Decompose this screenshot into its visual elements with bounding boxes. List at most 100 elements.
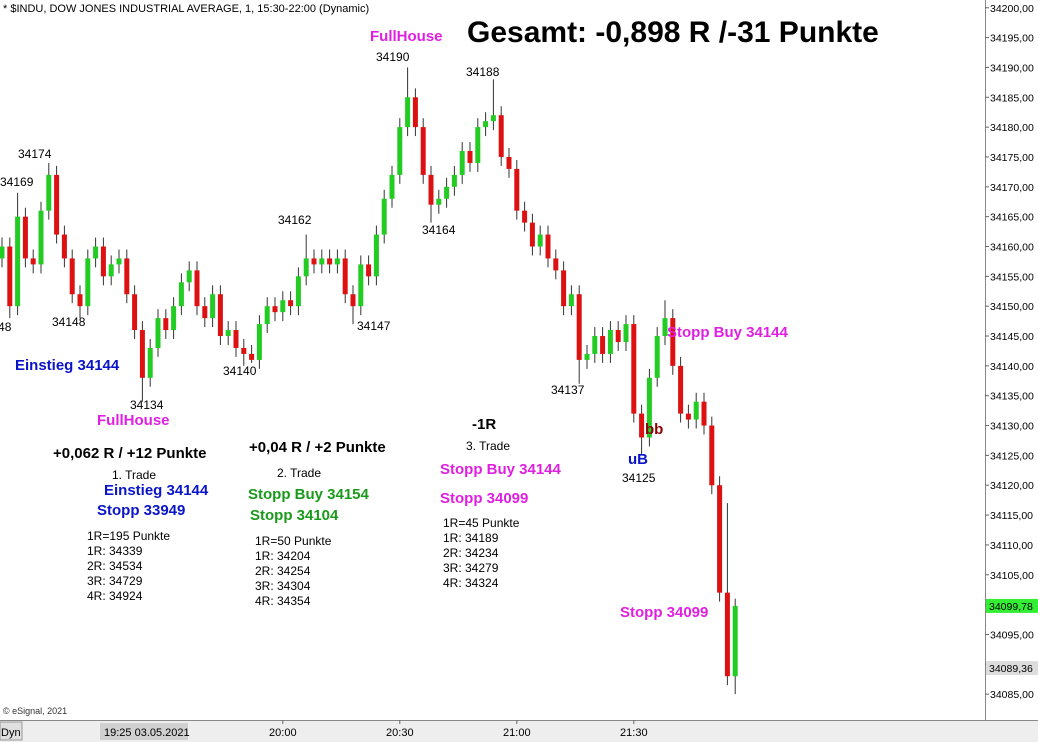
candle-body: [217, 294, 223, 337]
y-tick-label: 34120,00: [990, 480, 1034, 492]
candle-body: [108, 264, 114, 277]
candle-body: [22, 216, 28, 259]
candle-body: [241, 347, 247, 354]
candle-body: [483, 121, 489, 128]
candle-body: [46, 174, 52, 211]
y-tick-label: 34195,00: [990, 33, 1034, 45]
candle-body: [0, 246, 5, 259]
candle-body: [54, 174, 60, 235]
candle-body: [623, 324, 629, 342]
cursor-box: [100, 723, 188, 740]
candle-body: [303, 258, 309, 277]
candle-body: [61, 234, 67, 259]
annotation: 1R=45 Punkte: [443, 516, 520, 530]
candle-body: [366, 264, 372, 277]
candle-body: [334, 258, 340, 265]
candle-body: [233, 330, 239, 348]
y-tick-label: 34180,00: [990, 122, 1034, 134]
annotation: 1R: 34339: [87, 544, 143, 558]
annotation: 34148: [0, 320, 12, 334]
annotation: 1R: 34204: [255, 549, 311, 563]
candle-body: [678, 365, 684, 414]
candle-body: [38, 210, 44, 265]
candle-body: [576, 294, 582, 360]
chart-title: * $INDU, DOW JONES INDUSTRIAL AVERAGE, 1…: [3, 3, 369, 15]
annotation: 34137: [551, 383, 585, 397]
candle-body: [272, 306, 278, 313]
annotation: 3R: 34304: [255, 579, 311, 593]
annotation: 2R: 34254: [255, 564, 311, 578]
annotation: Stopp 34099: [620, 604, 708, 621]
candle-body: [412, 97, 418, 128]
candle-body: [397, 127, 403, 175]
candle-body: [15, 216, 21, 307]
candle-body: [639, 413, 645, 438]
candle-body: [256, 324, 262, 360]
candle-body: [693, 401, 699, 420]
annotation: 3R: 34279: [443, 561, 499, 575]
candle-body: [475, 127, 481, 163]
candle-body: [724, 592, 730, 677]
candle-body: [116, 258, 122, 265]
y-tick-label: 34085,00: [990, 689, 1034, 701]
annotation: 34174: [18, 147, 52, 161]
y-tick-label: 34155,00: [990, 271, 1034, 283]
y-tick-label: 34185,00: [990, 92, 1034, 104]
annotation: 4R: 34324: [443, 576, 499, 590]
candle-body: [444, 186, 450, 199]
candle-body: [202, 306, 208, 319]
annotation: 1R: 34189: [443, 531, 499, 545]
candle-body: [561, 270, 567, 307]
y-tick-label: 34170,00: [990, 182, 1034, 194]
annotation: uB: [628, 451, 648, 468]
annotation: 34162: [278, 213, 312, 227]
y-tick-label: 34115,00: [990, 510, 1033, 522]
annotation: 3R: 34729: [87, 574, 143, 588]
candle-body: [327, 258, 333, 265]
annotation: 1. Trade: [112, 468, 156, 482]
mode-box: [0, 721, 23, 741]
annotation: 2R: 34234: [443, 546, 499, 560]
annotation: 34164: [422, 223, 456, 237]
time-axis: [0, 720, 1038, 742]
y-tick-label: 34105,00: [990, 570, 1034, 582]
annotation: Stopp Buy 34154: [248, 486, 370, 503]
candle-body: [381, 198, 387, 235]
annotation: Stopp 33949: [97, 502, 185, 519]
y-tick-label: 34125,00: [990, 450, 1034, 462]
candle-body: [607, 330, 613, 354]
y-tick-label: 34140,00: [990, 361, 1034, 373]
y-tick-label: 34095,00: [990, 629, 1034, 641]
candle-body: [568, 294, 574, 307]
candle-body: [295, 276, 301, 307]
candle-body: [428, 174, 434, 205]
candle-body: [459, 151, 465, 175]
x-tick-label: 21:00: [503, 727, 531, 739]
candle-body: [163, 318, 169, 331]
annotation: 34147: [357, 319, 391, 333]
annotation: 34134: [130, 398, 164, 412]
annotation: bb: [645, 421, 663, 438]
annotation: 1R=50 Punkte: [255, 534, 332, 548]
candle-body: [537, 234, 543, 247]
candle-body: [553, 258, 559, 271]
candle-body: [139, 330, 145, 378]
annotation: 34169: [0, 175, 34, 189]
candle-body: [171, 306, 177, 331]
mode-label: Dyn: [1, 727, 21, 739]
candle-body: [100, 246, 106, 277]
candle-body: [249, 353, 255, 360]
candle-body: [342, 258, 348, 295]
candle-body: [194, 270, 200, 307]
candle-body: [467, 151, 473, 163]
annotation: Einstieg 34144: [15, 357, 120, 374]
candle-body: [615, 330, 621, 342]
annotation: -1R: [472, 416, 496, 433]
annotation: Stopp 34104: [250, 507, 339, 524]
annotation: FullHouse: [370, 28, 443, 45]
annotation: Gesamt: -0,898 R /-31 Punkte: [467, 16, 879, 49]
candle-body: [709, 425, 715, 486]
annotation: 4R: 34354: [255, 594, 311, 608]
